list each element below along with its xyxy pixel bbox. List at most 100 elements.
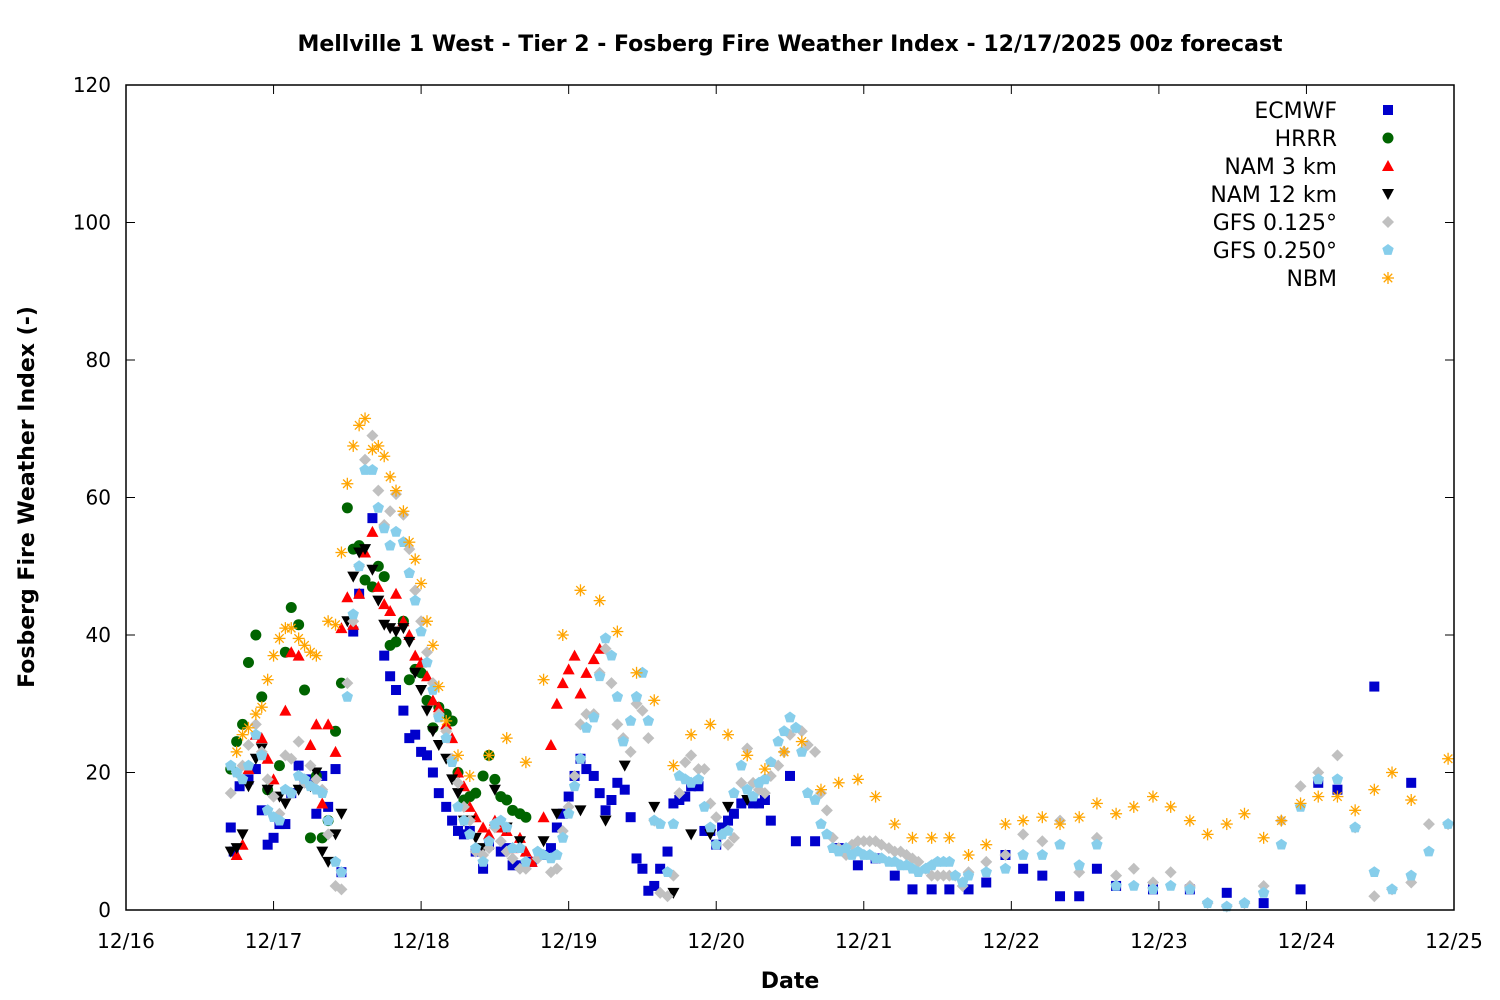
- data-point: [699, 825, 710, 836]
- data-point: [1110, 807, 1123, 820]
- data-point: [778, 725, 790, 737]
- data-point: [501, 794, 513, 806]
- data-point: [1201, 828, 1214, 841]
- data-point: [611, 718, 624, 731]
- data-point: [384, 604, 397, 616]
- data-point: [359, 453, 372, 466]
- data-point: [249, 708, 262, 721]
- data-point: [685, 829, 698, 841]
- legend-marker: [1382, 160, 1394, 171]
- data-point: [1201, 897, 1214, 908]
- data-point: [810, 836, 821, 847]
- data-point: [230, 843, 243, 855]
- data-point: [821, 828, 833, 840]
- data-point: [1238, 897, 1251, 908]
- data-point: [273, 632, 286, 645]
- data-point: [562, 663, 575, 675]
- data-point: [372, 484, 385, 497]
- data-point: [655, 863, 666, 874]
- data-point: [329, 855, 342, 867]
- data-point: [477, 849, 490, 861]
- data-point: [285, 602, 297, 613]
- data-point: [366, 564, 379, 576]
- data-point: [605, 677, 618, 690]
- data-point: [482, 828, 495, 840]
- data-point: [323, 801, 334, 812]
- data-point: [335, 808, 348, 820]
- data-point: [673, 787, 686, 800]
- data-point: [446, 774, 459, 786]
- data-point: [1331, 790, 1344, 803]
- data-point: [1074, 891, 1085, 902]
- data-point: [256, 691, 268, 703]
- data-point: [310, 718, 323, 730]
- data-point: [630, 690, 643, 702]
- data-point: [1422, 818, 1435, 831]
- data-point: [785, 770, 795, 781]
- data-point: [1312, 766, 1325, 779]
- data-point: [537, 673, 550, 686]
- data-point: [1386, 883, 1398, 895]
- data-point: [667, 887, 680, 899]
- data-point: [728, 808, 739, 819]
- data-point: [759, 795, 770, 805]
- data-point: [1036, 811, 1049, 824]
- data-point: [661, 890, 674, 903]
- data-point: [944, 884, 955, 895]
- data-point: [441, 801, 452, 812]
- data-point: [999, 862, 1012, 874]
- data-point: [440, 732, 452, 743]
- data-point: [514, 842, 526, 853]
- data-point: [447, 815, 458, 826]
- data-point: [230, 745, 243, 758]
- data-point: [359, 574, 371, 586]
- data-point: [710, 811, 723, 824]
- data-point: [1312, 790, 1325, 803]
- data-point: [642, 714, 655, 726]
- data-point: [385, 671, 396, 682]
- data-point: [1238, 807, 1251, 820]
- data-point: [568, 769, 581, 782]
- data-point: [574, 752, 587, 764]
- x-tick-label: 12/16: [97, 929, 155, 953]
- legend: ECMWF HRRR NAM 3 km NAM 12 km GFS 0.125° GFS …: [1210, 99, 1394, 292]
- data-point: [322, 718, 335, 730]
- data-point: [667, 818, 680, 829]
- data-point: [403, 567, 415, 578]
- x-tick-label: 12/24: [1278, 929, 1336, 953]
- data-point: [353, 547, 366, 559]
- data-point: [999, 849, 1012, 861]
- data-point: [273, 814, 286, 826]
- data-point: [1349, 804, 1362, 817]
- data-point: [611, 690, 624, 702]
- data-point: [262, 839, 273, 850]
- data-point: [1257, 886, 1270, 898]
- data-point: [1073, 859, 1085, 871]
- data-point: [421, 705, 434, 717]
- data-point: [409, 584, 422, 597]
- data-point: [261, 773, 274, 786]
- data-point: [698, 763, 711, 776]
- data-point: [851, 773, 864, 786]
- data-point: [784, 711, 796, 723]
- data-point: [341, 591, 354, 603]
- data-point: [520, 855, 532, 867]
- data-point: [1406, 777, 1417, 788]
- data-point: [722, 824, 734, 836]
- data-point: [426, 694, 439, 706]
- data-point: [593, 594, 606, 607]
- data-point: [980, 855, 993, 868]
- data-point: [256, 749, 268, 761]
- data-point: [1091, 838, 1103, 850]
- data-point: [814, 783, 827, 796]
- y-tick-label: 60: [86, 486, 111, 510]
- data-point: [426, 639, 439, 652]
- data-point: [427, 684, 439, 695]
- data-point: [692, 773, 705, 785]
- data-point: [962, 869, 975, 881]
- x-tick-label: 12/23: [1130, 929, 1188, 953]
- data-point: [359, 544, 372, 556]
- data-point: [433, 711, 445, 723]
- x-tick-label: 12/20: [687, 929, 745, 953]
- data-point: [311, 808, 322, 819]
